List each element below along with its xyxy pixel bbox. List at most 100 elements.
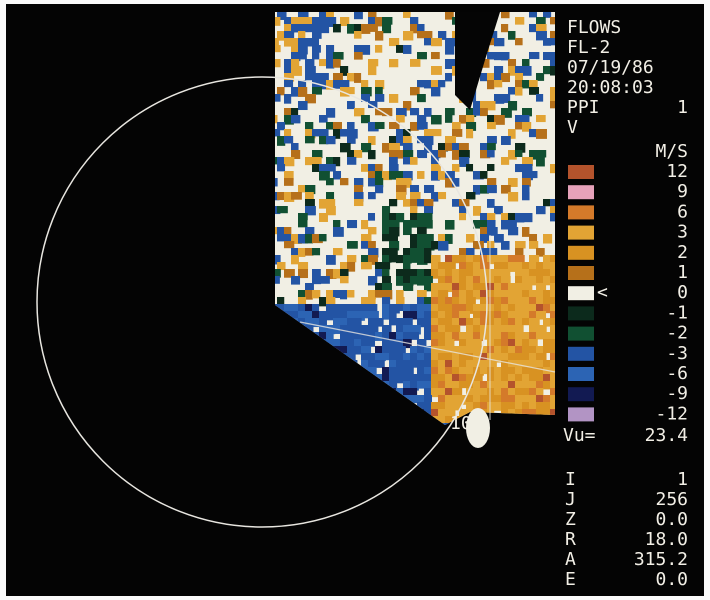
- field-cell: [291, 52, 301, 62]
- field-cell: [494, 353, 503, 363]
- field-cell: [284, 17, 294, 26]
- field-cell: [333, 52, 344, 60]
- field-cell: [312, 164, 321, 172]
- field-cell: [403, 388, 412, 397]
- field-cell: [550, 59, 555, 68]
- field-cell: [494, 325, 505, 333]
- field-cell: [487, 136, 497, 144]
- field-cell: [543, 297, 553, 306]
- field-cell: [312, 87, 322, 95]
- field-cell: [466, 402, 474, 411]
- field-cell: [417, 255, 428, 265]
- field-cell: [445, 346, 453, 355]
- field-cell: [424, 367, 432, 377]
- field-cell: [501, 220, 510, 230]
- field-cell: [347, 346, 356, 355]
- field-cell: [550, 409, 555, 419]
- field-cell: [445, 388, 454, 396]
- field-cell: [382, 220, 393, 230]
- field-cell: [508, 339, 516, 347]
- field-cell: [494, 346, 502, 355]
- field-cell: [361, 255, 371, 265]
- field-cell: [536, 346, 544, 355]
- field-cell: [508, 409, 516, 417]
- field-cell: [487, 374, 495, 383]
- field-cell: [424, 206, 434, 214]
- field-cell: [389, 136, 397, 146]
- field-cell: [529, 297, 540, 306]
- field-cell: [543, 52, 552, 61]
- legend-label: 2: [677, 242, 688, 263]
- field-cell: [445, 269, 454, 278]
- field-cell: [459, 255, 467, 265]
- field-cell: [396, 353, 406, 361]
- field-cell: [494, 80, 503, 88]
- field-cell: [445, 136, 456, 144]
- field-cell: [382, 332, 392, 342]
- field-cell: [368, 325, 379, 333]
- field-cell: [431, 360, 439, 368]
- field-cell: [389, 311, 397, 320]
- field-cell: [424, 185, 435, 194]
- field-cell: [431, 52, 440, 60]
- field-cell: [452, 388, 463, 397]
- field-cell: [522, 374, 530, 382]
- field-cell: [368, 248, 379, 258]
- field-cell: [361, 143, 372, 153]
- field-cell: [501, 339, 509, 348]
- field-cell: [368, 213, 376, 221]
- legend-swatch: [568, 266, 594, 280]
- field-cell: [375, 17, 384, 27]
- field-cell: [298, 38, 307, 46]
- legend-label: 6: [677, 201, 688, 222]
- field-cell: [445, 409, 456, 418]
- field-cell: [536, 73, 545, 81]
- field-cell: [326, 45, 335, 53]
- field-cell: [298, 234, 308, 244]
- field-cell: [284, 94, 292, 104]
- field-cell: [543, 318, 551, 327]
- field-cell: [291, 248, 300, 256]
- field-cell: [284, 269, 295, 278]
- field-cell: [275, 115, 278, 124]
- field-cell: [424, 143, 433, 153]
- field-cell: [487, 304, 495, 314]
- field-cell: [354, 192, 364, 202]
- field-cell: [389, 59, 399, 68]
- field-cell: [543, 374, 553, 382]
- field-cell: [354, 304, 363, 312]
- field-cell: [396, 136, 404, 146]
- field-cell: [368, 164, 379, 172]
- field-cell: [382, 17, 393, 25]
- field-cell: [550, 353, 555, 362]
- field-cell: [284, 59, 295, 68]
- field-cell: [340, 304, 351, 313]
- field-cell: [291, 66, 302, 76]
- field-cell: [403, 12, 411, 18]
- field-cell: [368, 304, 378, 314]
- field-cell: [522, 290, 533, 300]
- field-cell: [375, 122, 385, 130]
- field-cell: [361, 360, 369, 370]
- field-cell: [522, 339, 533, 348]
- field-cell: [536, 388, 544, 397]
- field-cell: [515, 409, 524, 417]
- field-cell: [431, 290, 441, 300]
- field-cell: [382, 143, 390, 153]
- field-cell: [515, 297, 523, 306]
- field-cell: [333, 339, 341, 347]
- field-cell: [284, 241, 295, 249]
- field-cell: [494, 367, 503, 375]
- field-cell: [529, 269, 537, 277]
- field-cell: [529, 12, 538, 18]
- field-cell: [340, 17, 350, 27]
- field-cell: [550, 52, 555, 60]
- field-cell: [466, 129, 474, 139]
- field-cell: [298, 87, 308, 97]
- field-cell: [340, 276, 349, 284]
- field-cell: [326, 304, 334, 314]
- field-cell: [312, 52, 320, 60]
- field-cell: [501, 325, 510, 335]
- field-cell: [312, 304, 320, 313]
- field-cell: [298, 45, 308, 55]
